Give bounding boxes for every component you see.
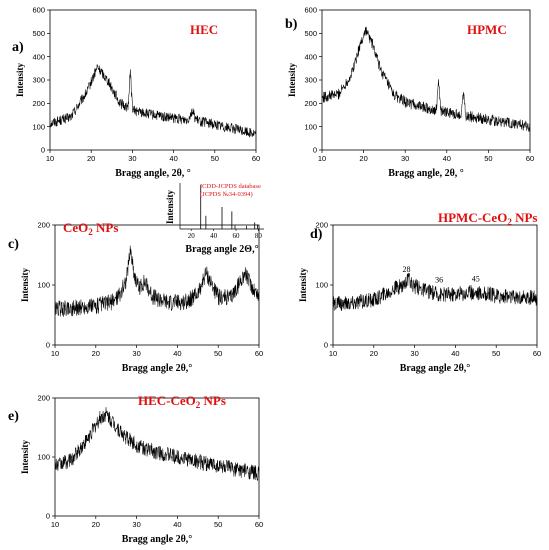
peak-annotation: 45 xyxy=(472,274,480,283)
x-tick-label: 60 xyxy=(533,349,541,358)
y-tick-label: 100 xyxy=(304,122,317,131)
y-axis-title: Intensity xyxy=(298,268,308,303)
x-tick-label: 20 xyxy=(92,349,100,358)
y-axis-title: Intensity xyxy=(287,63,297,98)
inset-x-tick-label: 40 xyxy=(210,232,218,240)
panel-title: HPMC-CeO2 NPs xyxy=(438,210,537,227)
inset-x-tick-label: 60 xyxy=(233,232,241,240)
x-axis-title: Bragg angle 2θ,° xyxy=(122,534,193,545)
peak-annotation: 28 xyxy=(402,265,410,274)
y-tick-label: 100 xyxy=(315,281,328,290)
y-tick-label: 100 xyxy=(37,281,50,290)
inset-note: (JCPDS №34-0394) xyxy=(200,191,253,198)
x-tick-label: 60 xyxy=(252,154,260,163)
y-axis-title: Intensity xyxy=(20,440,30,475)
x-tick-label: 50 xyxy=(492,349,500,358)
y-tick-label: 0 xyxy=(46,512,50,521)
panel-title: HEC-CeO2 NPs xyxy=(138,393,226,410)
y-tick-label: 500 xyxy=(304,29,317,38)
y-tick-label: 0 xyxy=(46,341,50,350)
y-axis-title: Intensity xyxy=(20,268,30,303)
xrd-trace xyxy=(54,245,260,317)
panel-label: e) xyxy=(8,409,19,424)
x-tick-label: 40 xyxy=(173,520,181,529)
x-tick-label: 30 xyxy=(410,349,418,358)
inset-note: ICDD-JCPDS database xyxy=(200,183,261,190)
y-tick-label: 0 xyxy=(313,146,317,155)
x-tick-label: 50 xyxy=(214,349,222,358)
x-tick-label: 20 xyxy=(359,154,367,163)
x-tick-label: 30 xyxy=(401,154,409,163)
y-tick-label: 200 xyxy=(37,221,50,230)
y-tick-label: 600 xyxy=(304,6,317,15)
x-tick-label: 20 xyxy=(87,154,95,163)
x-tick-label: 20 xyxy=(92,520,100,529)
peak-annotation: 36 xyxy=(435,276,443,285)
y-tick-label: 200 xyxy=(315,221,328,230)
x-tick-label: 40 xyxy=(451,349,459,358)
xrd-trace xyxy=(54,407,260,481)
panel-c: 10 20 30 40 50 60 0 100 200 Bragg angle 2θ,° Inten… xyxy=(8,183,264,374)
x-tick-label: 40 xyxy=(443,154,451,163)
y-tick-label: 0 xyxy=(324,341,328,350)
y-tick-label: 100 xyxy=(37,453,50,462)
panel-e: 10 20 30 40 50 60 0 100 200 Bragg angle 2θ,° Inten… xyxy=(8,393,263,545)
xrd-trace xyxy=(49,64,257,138)
xrd-trace xyxy=(321,26,531,132)
plot-frame xyxy=(54,224,260,346)
y-tick-label: 400 xyxy=(32,52,45,61)
x-tick-label: 40 xyxy=(169,154,177,163)
plot-frame xyxy=(332,224,538,346)
x-tick-label: 10 xyxy=(318,154,326,163)
panel-d: 10 20 30 40 50 60 0 100 200 Bragg angle 2θ,° Inten… xyxy=(298,210,541,374)
x-tick-label: 30 xyxy=(132,349,140,358)
y-tick-label: 200 xyxy=(304,99,317,108)
panel-label: a) xyxy=(12,40,24,55)
panel-label: d) xyxy=(310,227,323,242)
y-tick-label: 100 xyxy=(32,122,45,131)
x-tick-label: 40 xyxy=(173,349,181,358)
x-axis-title: Bragg angle 2θ,° xyxy=(400,363,471,374)
inset-x-tick-label: 80 xyxy=(255,232,263,240)
x-tick-label: 50 xyxy=(214,520,222,529)
x-tick-label: 30 xyxy=(132,520,140,529)
panel-title: CeO2 NPs xyxy=(63,220,118,237)
x-tick-label: 60 xyxy=(255,349,263,358)
x-tick-label: 30 xyxy=(128,154,136,163)
y-axis-title: Intensity xyxy=(15,63,25,98)
y-tick-label: 200 xyxy=(37,394,50,403)
x-tick-label: 50 xyxy=(484,154,492,163)
y-tick-label: 600 xyxy=(32,6,45,15)
y-tick-label: 200 xyxy=(32,99,45,108)
x-tick-label: 10 xyxy=(51,349,59,358)
x-tick-label: 20 xyxy=(370,349,378,358)
x-axis-title: Bragg angle, 2θ, ° xyxy=(115,168,191,179)
x-tick-label: 60 xyxy=(255,520,263,529)
inset-x-axis-title: Bragg angle 2Θ,° xyxy=(185,244,258,255)
x-tick-label: 10 xyxy=(329,349,337,358)
y-tick-label: 300 xyxy=(32,76,45,85)
panel-label: b) xyxy=(285,17,298,32)
reference-inset: 20 40 60 80 ICDD-JCPDS database(JCPDS №34-03… xyxy=(165,183,264,255)
inset-x-tick-label: 20 xyxy=(188,232,196,240)
x-tick-label: 10 xyxy=(46,154,54,163)
x-tick-label: 60 xyxy=(526,154,534,163)
inset-y-axis-title: Intensity xyxy=(165,190,175,225)
y-tick-label: 300 xyxy=(304,76,317,85)
panel-label: c) xyxy=(8,237,19,252)
x-axis-title: Bragg angle, 2θ, ° xyxy=(388,168,464,179)
y-tick-label: 400 xyxy=(304,52,317,61)
y-tick-label: 0 xyxy=(41,146,45,155)
x-axis-title: Bragg angle 2θ,° xyxy=(122,363,193,374)
panel-title: HPMC xyxy=(467,22,507,37)
xrd-trace xyxy=(332,272,538,311)
y-tick-label: 500 xyxy=(32,29,45,38)
x-tick-label: 10 xyxy=(51,520,59,529)
x-tick-label: 50 xyxy=(211,154,219,163)
panel-title: HEC xyxy=(190,22,218,37)
